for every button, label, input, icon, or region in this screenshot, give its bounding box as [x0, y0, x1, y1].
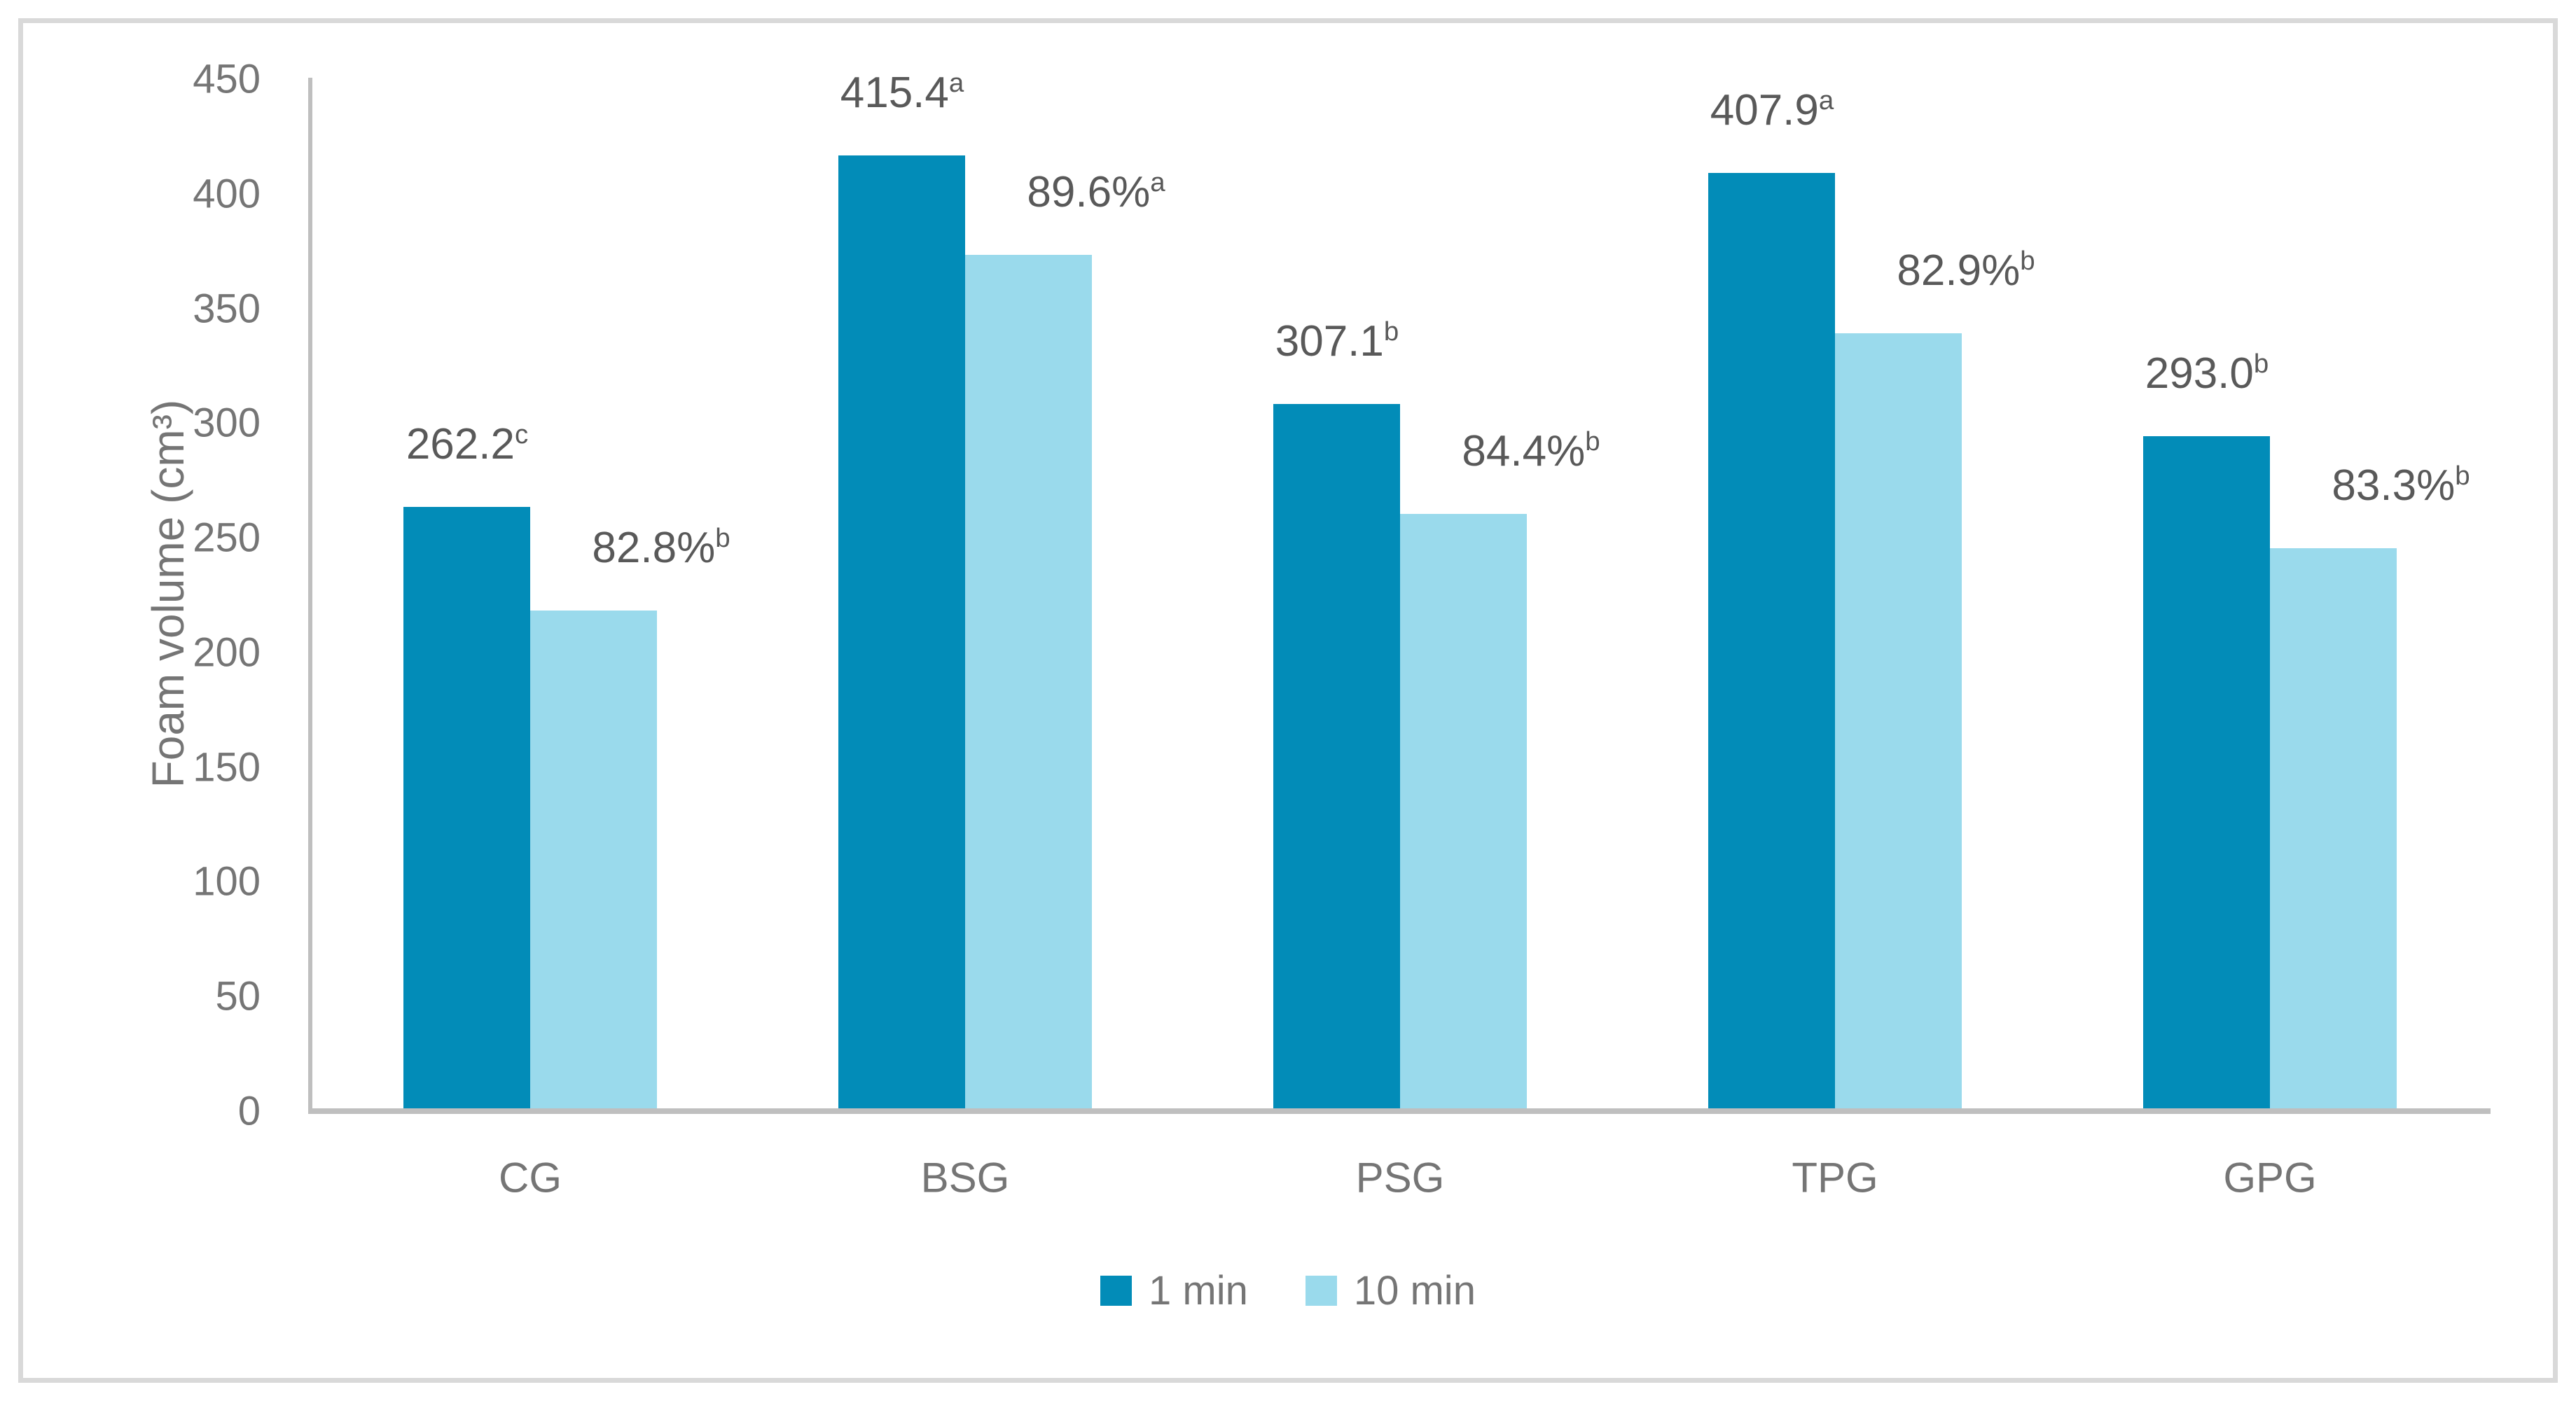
- y-tick-label-300: 300: [193, 400, 261, 446]
- significance-superscript: c: [514, 419, 529, 450]
- bar-1min-psg: [1273, 404, 1400, 1108]
- data-label-value: 82.8%: [592, 523, 716, 572]
- data-label-value: 82.9%: [1897, 246, 2021, 295]
- data-label-value: 307.1: [1275, 316, 1384, 365]
- significance-superscript: a: [1150, 167, 1165, 197]
- chart-border: [18, 18, 2558, 1383]
- data-label-1min-bsg: 415.4a: [840, 69, 964, 117]
- significance-superscript: b: [715, 523, 730, 554]
- bar-10min-gpg: [2270, 548, 2397, 1108]
- category-label-psg: PSG: [1355, 1154, 1445, 1201]
- data-label-1min-psg: 307.1b: [1275, 316, 1399, 365]
- significance-superscript: a: [948, 68, 964, 99]
- bar-1min-cg: [403, 507, 530, 1108]
- x-axis-line: [308, 1108, 2491, 1114]
- data-label-10min-psg: 84.4%b: [1462, 426, 1600, 475]
- y-tick-label-250: 250: [193, 515, 261, 561]
- data-label-value: 293.0: [2145, 349, 2254, 398]
- category-label-cg: CG: [499, 1154, 562, 1201]
- y-tick-label-0: 0: [237, 1088, 261, 1134]
- data-label-value: 407.9: [1710, 85, 1819, 134]
- legend-item-10min: 10 min: [1305, 1267, 1476, 1314]
- y-tick-label-50: 50: [215, 973, 261, 1019]
- data-label-value: 89.6%: [1027, 167, 1151, 216]
- data-label-10min-gpg: 83.3%b: [2332, 462, 2470, 510]
- bar-1min-bsg: [838, 155, 965, 1108]
- bar-1min-gpg: [2143, 436, 2270, 1108]
- data-label-1min-gpg: 293.0b: [2145, 349, 2269, 398]
- bar-10min-cg: [530, 610, 657, 1108]
- bar-1min-tpg: [1708, 172, 1835, 1108]
- significance-superscript: b: [1383, 316, 1399, 347]
- significance-superscript: b: [1585, 426, 1600, 457]
- y-axis-title: Foam volume (cm³): [143, 399, 193, 788]
- bar-10min-tpg: [1835, 333, 1962, 1108]
- y-axis-line: [308, 78, 312, 1111]
- legend-label-10min: 10 min: [1353, 1268, 1476, 1313]
- significance-superscript: b: [2020, 245, 2035, 276]
- significance-superscript: b: [2253, 349, 2269, 379]
- legend-label-1min: 1 min: [1149, 1268, 1248, 1313]
- y-tick-label-200: 200: [193, 629, 261, 676]
- bar-10min-psg: [1400, 513, 1527, 1108]
- legend: 1 min 10 min: [0, 1267, 2576, 1314]
- data-label-10min-bsg: 89.6%a: [1027, 167, 1165, 216]
- y-tick-label-400: 400: [193, 171, 261, 217]
- legend-swatch-10min: [1305, 1276, 1337, 1306]
- data-label-value: 83.3%: [2332, 461, 2456, 510]
- data-label-value: 262.2: [406, 419, 515, 468]
- legend-swatch-1min: [1100, 1276, 1133, 1306]
- y-tick-label-350: 350: [193, 286, 261, 332]
- data-label-value: 415.4: [840, 69, 949, 118]
- significance-superscript: b: [2455, 461, 2470, 492]
- category-label-tpg: TPG: [1792, 1154, 1878, 1201]
- category-label-bsg: BSG: [920, 1154, 1010, 1201]
- data-label-10min-cg: 82.8%b: [592, 524, 730, 572]
- data-label-10min-tpg: 82.9%b: [1897, 246, 2035, 294]
- data-label-value: 84.4%: [1462, 426, 1586, 475]
- data-label-1min-tpg: 407.9a: [1710, 85, 1834, 134]
- y-tick-label-150: 150: [193, 744, 261, 790]
- y-tick-label-450: 450: [193, 56, 261, 102]
- category-label-gpg: GPG: [2223, 1154, 2317, 1201]
- significance-superscript: a: [1818, 85, 1834, 116]
- data-label-1min-cg: 262.2c: [406, 419, 529, 468]
- legend-item-1min: 1 min: [1100, 1267, 1248, 1314]
- y-tick-label-100: 100: [193, 858, 261, 905]
- bar-10min-bsg: [965, 254, 1092, 1108]
